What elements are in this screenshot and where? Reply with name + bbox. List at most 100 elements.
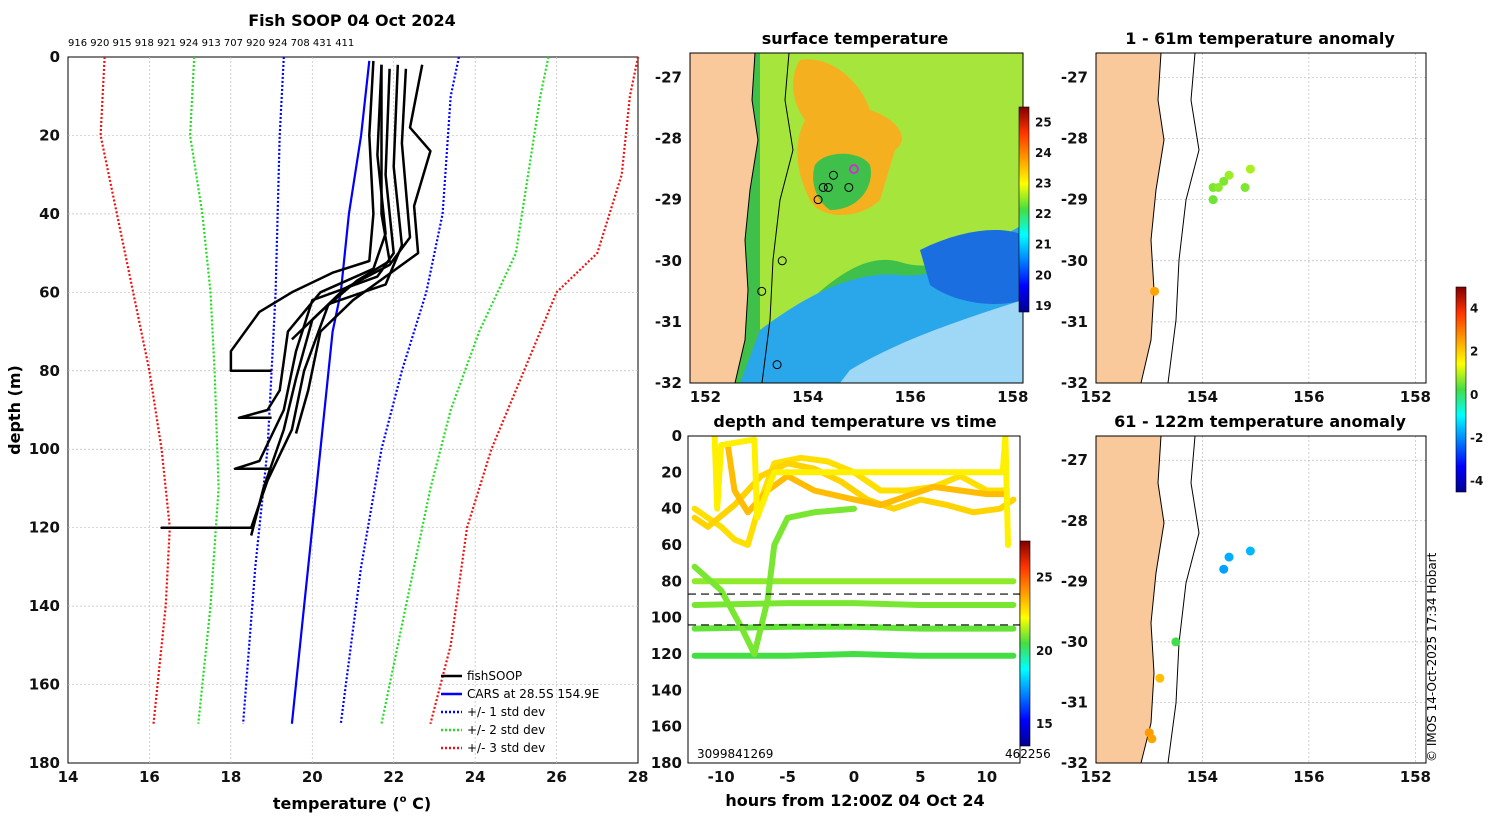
anomaly-colorbar-tick: 2 <box>1470 345 1478 359</box>
sst-field <box>690 53 1023 383</box>
anomaly-point <box>1245 546 1255 556</box>
profile-xtick: 16 <box>139 768 160 786</box>
map-xtick: 152 <box>690 388 721 406</box>
ts-ytick: 40 <box>661 500 682 518</box>
ts-title: depth and temperature vs time <box>713 412 996 431</box>
sst-colorbar-tick: 23 <box>1035 176 1052 190</box>
ts-axes-bg <box>688 436 1020 763</box>
profile-xtick: 24 <box>465 768 486 786</box>
anom2-ticks: 152 154 156 158 -27 -28 -29 -30 -31 -32 <box>1061 451 1431 786</box>
map-xtick: 156 <box>1293 388 1324 406</box>
ts-track <box>691 454 1010 548</box>
ts-colorbar-ticks: 15 20 25 <box>1036 571 1053 731</box>
ts-track <box>691 600 1017 608</box>
anomaly-point <box>1224 170 1234 180</box>
sst-colorbar-tick: 20 <box>1035 268 1052 282</box>
fishsoop-profile <box>291 64 391 341</box>
map-xtick: 152 <box>1080 768 1111 786</box>
station-marker <box>848 164 859 175</box>
sst-colorbar <box>1018 106 1030 313</box>
map-ytick: -27 <box>1061 68 1088 86</box>
xlabel-unit: C) <box>407 794 432 813</box>
profile-axes <box>67 56 639 764</box>
anomaly-point <box>1208 195 1218 205</box>
station-marker <box>818 182 828 192</box>
ts-track <box>691 651 1017 659</box>
ts-colorbar-tick: 15 <box>1036 717 1053 731</box>
ts-track <box>691 623 1017 632</box>
profile-xlabel: temperature (o C) <box>273 794 431 813</box>
profile-ylabel: depth (m) <box>5 365 24 455</box>
map-xtick: 154 <box>792 388 823 406</box>
ts-track <box>724 442 1010 516</box>
sst-colorbar-tick: 24 <box>1035 146 1052 160</box>
profile-ticks: 14 16 18 20 22 24 26 28 0 20 40 60 80 100 120 140 160 180 <box>29 48 649 786</box>
ts-xtick: -10 <box>708 768 735 786</box>
ts-xtick: -5 <box>779 768 796 786</box>
map-ytick: -28 <box>1061 130 1088 148</box>
anom2-points <box>1144 546 1255 744</box>
legend-std2: +/- 2 std dev <box>467 723 545 737</box>
sst-title: surface temperature <box>762 29 949 48</box>
profile-xtick: 20 <box>302 768 323 786</box>
xlabel-text: temperature ( <box>273 794 400 813</box>
sst-stations <box>757 164 859 370</box>
profile-series <box>99 56 640 725</box>
map-xtick: 156 <box>895 388 926 406</box>
ts-xtick: 10 <box>976 768 997 786</box>
profile-ytick: 180 <box>29 754 60 772</box>
anomaly-point <box>1219 564 1229 574</box>
profile-ytick: 120 <box>29 519 60 537</box>
map-ytick: -31 <box>655 313 682 331</box>
ts-ytick: 180 <box>651 754 682 772</box>
map-ytick: -30 <box>655 252 682 270</box>
station-marker <box>828 170 838 180</box>
anom1-ticks: 152 154 156 158 -27 -28 -29 -30 -31 -32 <box>1061 68 1431 406</box>
anom1-isobath <box>1167 52 1200 384</box>
anom2-isobath <box>1167 435 1200 764</box>
anomaly-map-1: 1 - 61m temperature anomaly 152 154 156 158… <box>1061 29 1431 406</box>
profile-xtick: 18 <box>220 768 241 786</box>
profile-ytick: 100 <box>29 440 60 458</box>
profile-ytick: 0 <box>50 48 60 66</box>
profile-chart: Fish SOOP 04 Oct 2024 916 920 915 918 92… <box>5 11 648 813</box>
station-marker <box>757 286 767 296</box>
profile-xtick: 28 <box>628 768 649 786</box>
sst-land <box>690 53 758 383</box>
ts-bottom-right-text: 462256 <box>1005 747 1051 761</box>
station-marker <box>813 195 823 205</box>
ts-colorbar <box>1019 540 1031 747</box>
profile-xtick: 26 <box>546 768 567 786</box>
fishsoop-profile <box>233 68 395 471</box>
profile-ytick: 160 <box>29 676 60 694</box>
sst-colorbar-ticks: 19 20 21 22 23 24 25 <box>1035 115 1052 313</box>
anom2-title: 61 - 122m temperature anomaly <box>1114 412 1406 431</box>
anomaly-point <box>1147 734 1157 744</box>
map-ytick: -31 <box>1061 313 1088 331</box>
profile-line <box>188 56 220 724</box>
map-ytick: -29 <box>1061 191 1088 209</box>
map-ytick: -30 <box>1061 633 1088 651</box>
anomaly-point <box>1219 176 1229 186</box>
anomaly-colorbar-tick: 4 <box>1470 302 1478 316</box>
legend-std3: +/- 3 std dev <box>467 741 545 755</box>
sst-eddy-core <box>813 153 871 210</box>
copyright-text: © IMOS 14-Oct-2025 17:34 Hobart <box>1425 552 1439 762</box>
map-ytick: -28 <box>1061 512 1088 530</box>
ts-reference-lines <box>688 593 1020 626</box>
profile-ytick: 140 <box>29 597 60 615</box>
sst-cloud-mask <box>840 300 1023 383</box>
map-ytick: -27 <box>1061 451 1088 469</box>
ts-ytick: 20 <box>661 463 682 481</box>
anomaly-map-2: 61 - 122m temperature anomaly 152 154 156 1… <box>1061 286 1483 786</box>
ts-ytick: 0 <box>672 427 682 445</box>
ts-colorbar-tick: 20 <box>1036 644 1053 658</box>
profile-xtick: 14 <box>58 768 79 786</box>
anomaly-point <box>1155 673 1165 683</box>
profile-line <box>290 60 371 724</box>
map-ytick: -29 <box>1061 572 1088 590</box>
anomaly-point <box>1245 164 1255 174</box>
map-ytick: -31 <box>1061 693 1088 711</box>
ts-tracks <box>691 436 1017 659</box>
sst-ticks: 152 154 156 158 -27 -28 -29 -30 -31 -32 <box>655 68 1029 406</box>
